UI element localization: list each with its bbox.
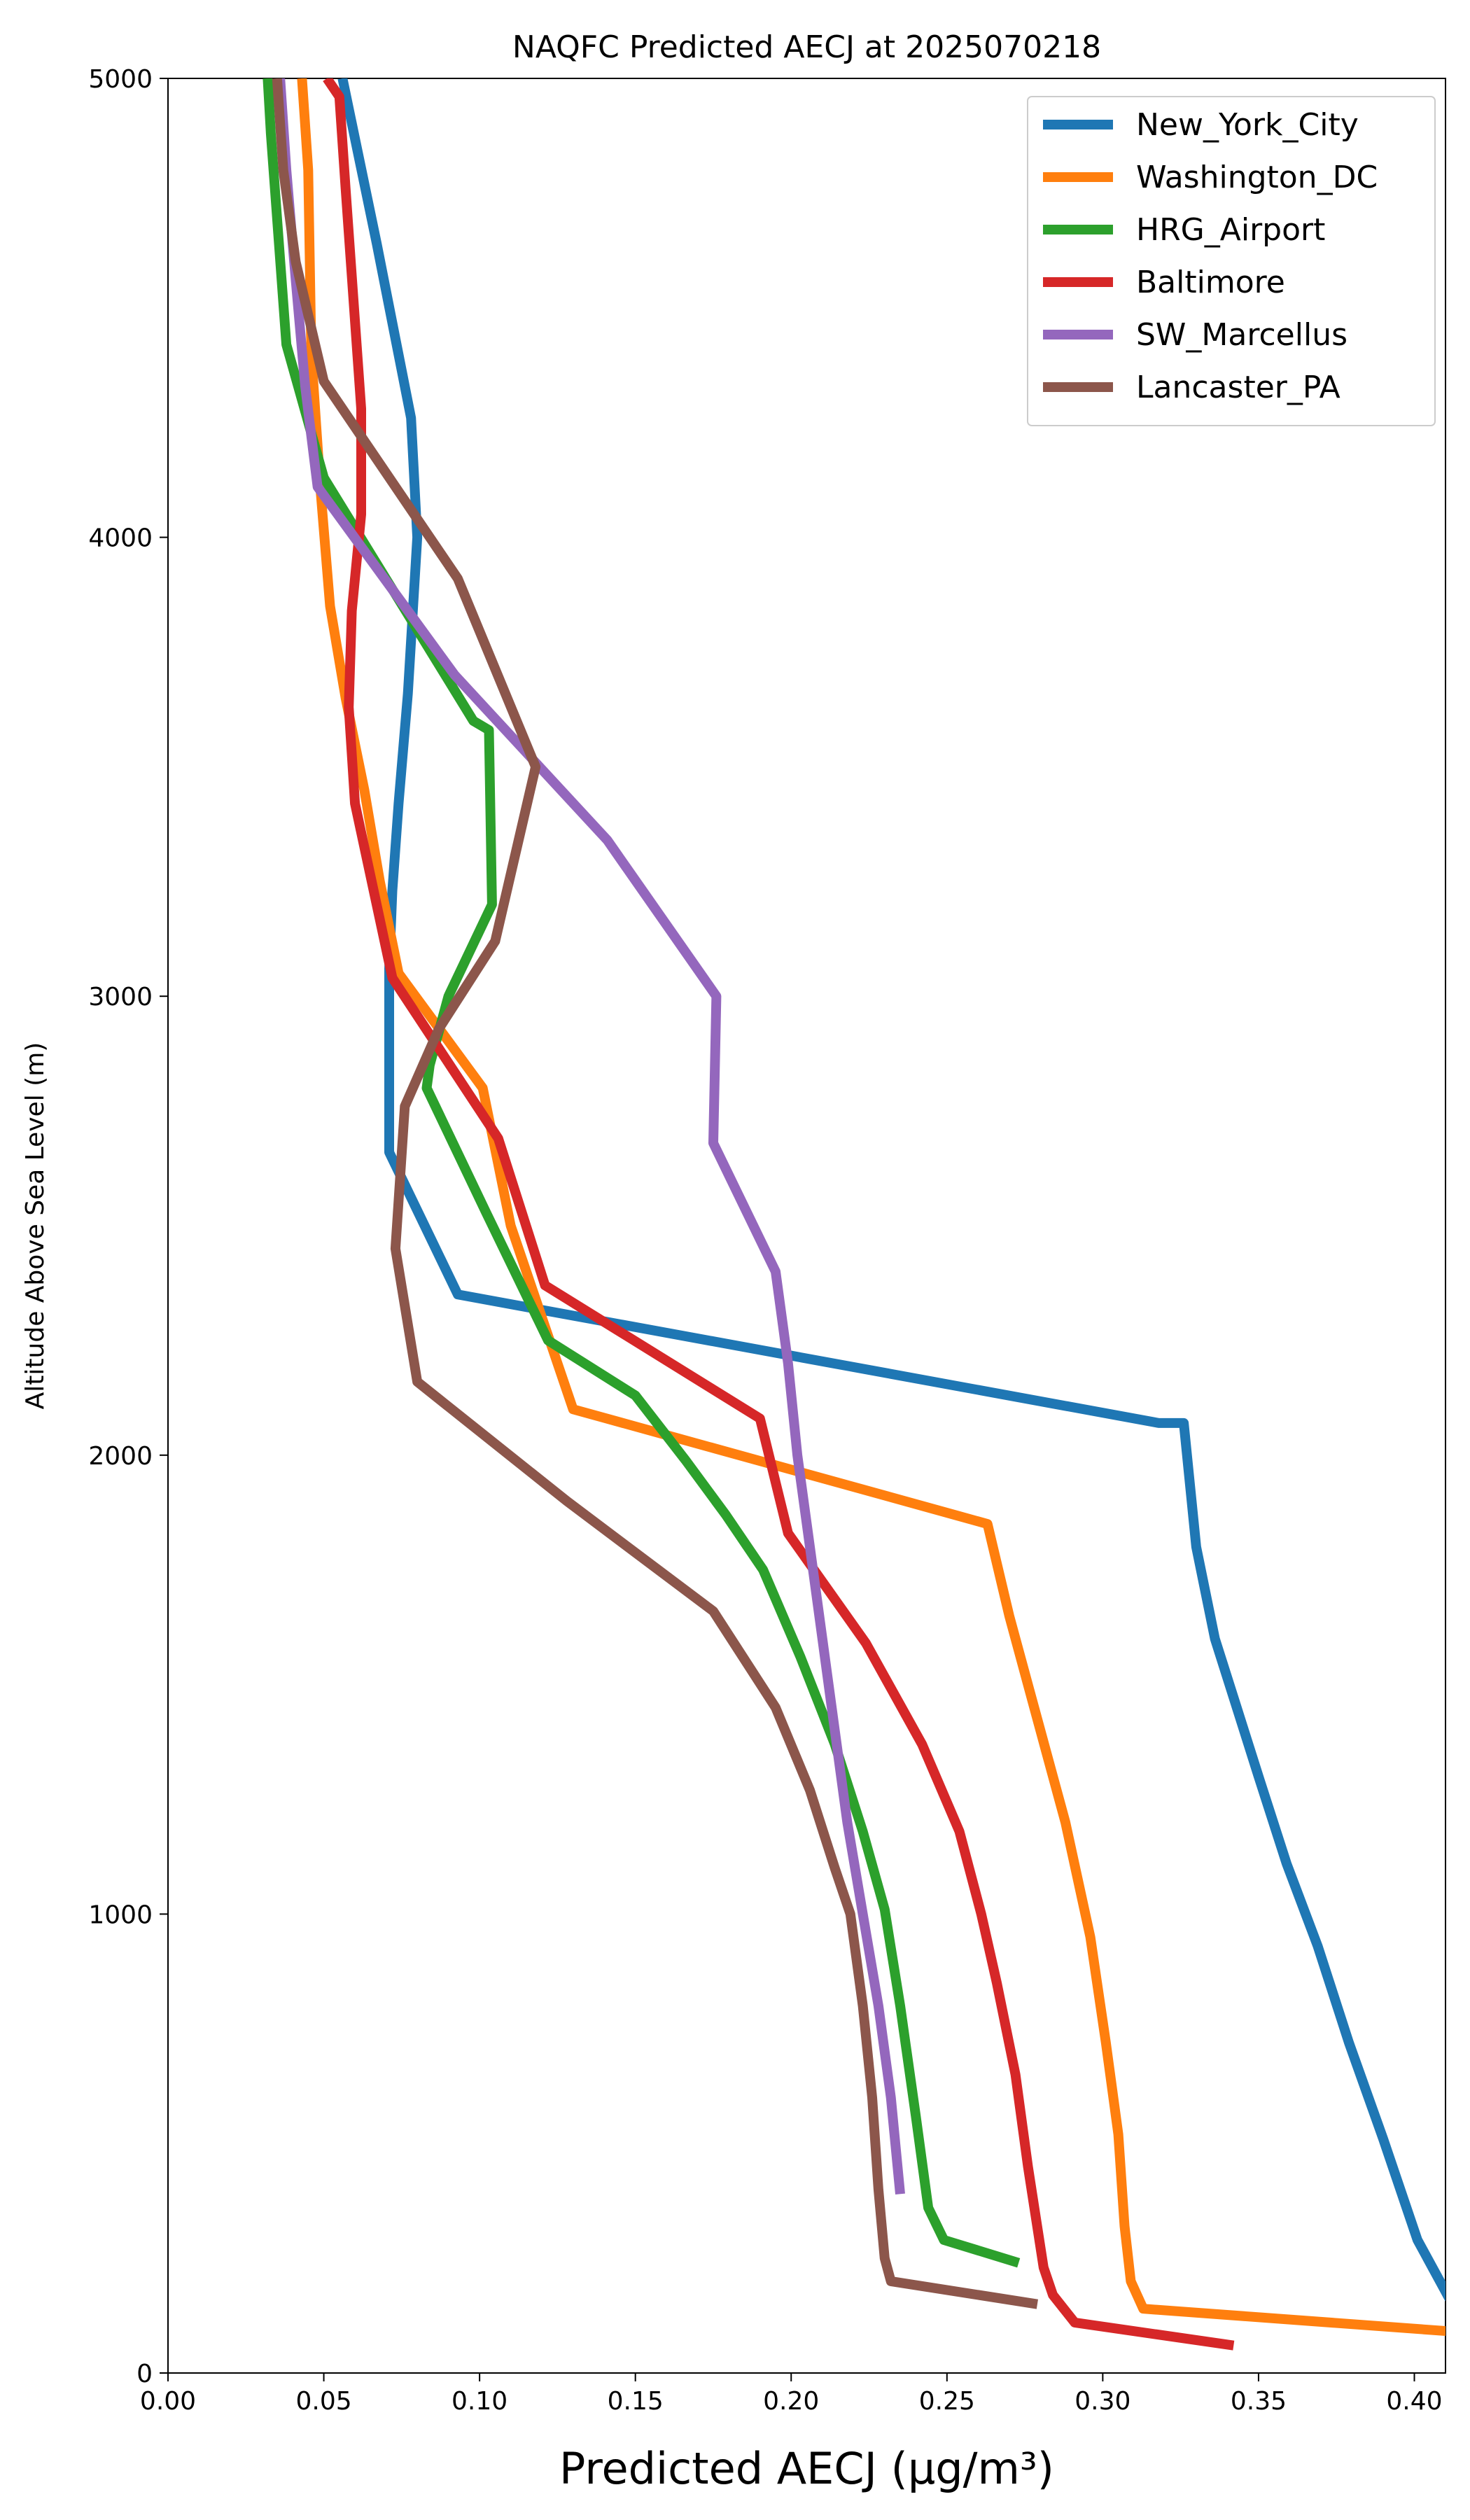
y-tick-label: 3000	[88, 983, 153, 1011]
x-tick-label: 0.30	[1074, 2387, 1130, 2416]
x-tick-label: 0.20	[763, 2387, 819, 2416]
axes-frame	[167, 78, 1446, 2374]
x-tick-label: 0.40	[1386, 2387, 1442, 2416]
legend-box	[1027, 96, 1436, 426]
x-tick-label: 0.25	[919, 2387, 975, 2416]
y-tick-label: 0	[136, 2360, 153, 2388]
legend-label: Washington_DC	[1136, 160, 1378, 195]
legend-label: HRG_Airport	[1136, 212, 1325, 248]
series-line-hrg-airport	[262, 78, 1021, 2268]
series-line-new-york-city	[337, 78, 1446, 2302]
legend: New_York_City Washington_DC HRG_Airport Bal…	[1027, 96, 1436, 426]
y-axis-label: Altitude Above Sea Level (m)	[21, 1042, 50, 1410]
x-tick-label: 0.00	[140, 2387, 196, 2416]
x-axis-ticks: 0.00 0.05 0.10 0.15 0.20 0.25 0.30 0.35 0.40	[140, 2373, 1443, 2416]
x-tick-label: 0.05	[295, 2387, 351, 2416]
y-tick-label: 2000	[88, 1442, 153, 1471]
legend-label: SW_Marcellus	[1136, 317, 1348, 353]
series-layer	[262, 78, 1446, 2351]
x-tick-label: 0.35	[1231, 2387, 1287, 2416]
legend-label: Lancaster_PA	[1136, 370, 1340, 405]
x-axis-label: Predicted AECJ (μg/m³)	[559, 2443, 1054, 2494]
y-tick-label: 1000	[88, 1900, 153, 1929]
series-line-washington-dc	[297, 78, 1446, 2337]
legend-label: Baltimore	[1136, 265, 1285, 300]
y-tick-label: 4000	[88, 524, 153, 553]
legend-label: New_York_City	[1136, 107, 1359, 143]
y-tick-label: 5000	[88, 65, 153, 94]
x-tick-label: 0.15	[608, 2387, 664, 2416]
series-line-sw-marcellus	[275, 78, 905, 2194]
chart-title: NAQFC Predicted AECJ at 2025070218	[512, 29, 1101, 65]
plot-area	[167, 78, 1446, 2374]
series-line-lancaster-pa	[272, 78, 1038, 2309]
series-line-baltimore	[323, 78, 1235, 2351]
x-tick-label: 0.10	[451, 2387, 507, 2416]
y-axis-ticks: 0 1000 2000 3000 4000 5000	[88, 65, 168, 2388]
